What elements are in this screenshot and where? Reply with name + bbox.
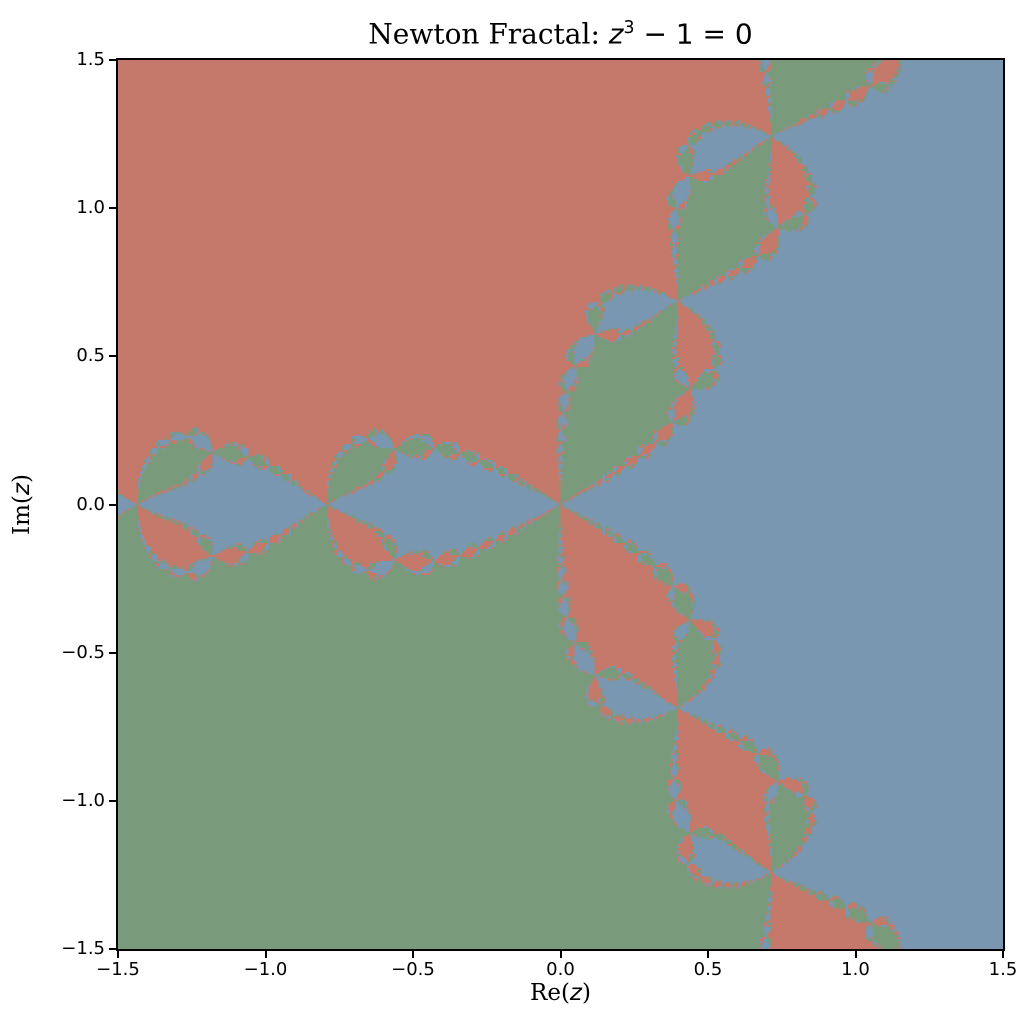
x-tick-label: 1.5 — [988, 959, 1018, 980]
x-tick-mark — [412, 951, 414, 958]
x-axis-label-close: ) — [582, 980, 591, 1006]
y-tick-label: −1.5 — [61, 938, 105, 959]
x-tick-label: 1.0 — [841, 959, 870, 980]
y-tick-label: 0.0 — [76, 493, 105, 515]
y-tick-mark — [109, 503, 116, 506]
y-tick-label: 0.5 — [76, 345, 105, 367]
y-tick-mark — [109, 59, 116, 61]
x-tick-label: 0.5 — [693, 959, 723, 980]
chart-title: Newton Fractal: z3 − 1 = 0 — [117, 11, 1004, 51]
x-tick-label: −1.0 — [243, 959, 288, 980]
plot-area — [116, 58, 1005, 951]
x-tick-mark — [707, 951, 709, 958]
x-axis-label: Re(z) — [117, 980, 1004, 1006]
x-tick-mark — [264, 951, 267, 958]
x-tick-mark — [854, 951, 857, 958]
x-axis-label-text: Re( — [530, 980, 570, 1006]
y-tick-mark — [109, 948, 116, 950]
chart-title-text: Newton Fractal: — [368, 17, 609, 51]
y-axis-label-variable: z — [9, 483, 35, 496]
y-tick-label: 1.5 — [76, 49, 105, 70]
y-tick-mark — [109, 799, 116, 802]
y-axis-label-close: ) — [9, 474, 35, 484]
x-tick-mark — [117, 951, 119, 958]
chart-title-exponent: 3 — [623, 18, 635, 38]
y-axis-label-text: Im( — [9, 495, 35, 535]
y-tick-mark — [109, 651, 116, 654]
y-tick-label: −0.5 — [61, 641, 105, 663]
x-tick-label: −1.5 — [96, 959, 140, 980]
x-tick-label: −0.5 — [391, 959, 435, 980]
x-axis-label-variable: z — [569, 980, 582, 1006]
x-tick-mark — [1002, 951, 1004, 958]
x-tick-label: 0.0 — [546, 959, 575, 980]
chart-title-equation: − 1 = 0 — [634, 17, 753, 51]
y-tick-label: 1.0 — [76, 197, 105, 219]
newton-fractal-canvas — [118, 60, 1003, 949]
x-tick-mark — [559, 951, 562, 958]
y-tick-mark — [109, 207, 116, 210]
y-tick-mark — [109, 355, 116, 358]
y-tick-label: −1.0 — [61, 789, 105, 811]
chart-title-variable: z — [608, 17, 624, 51]
